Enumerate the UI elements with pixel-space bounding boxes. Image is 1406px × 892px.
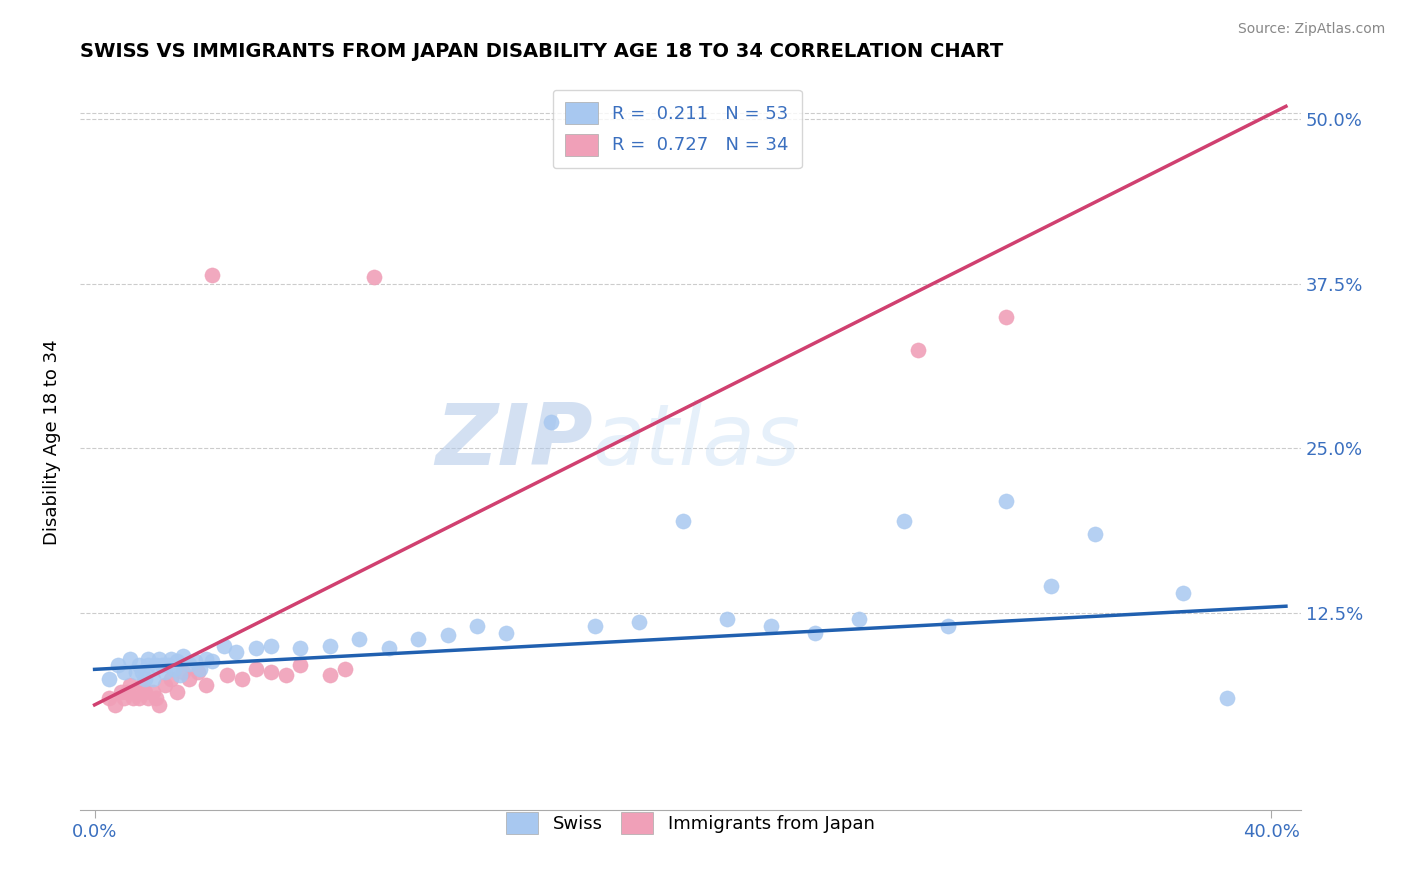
Point [131, 665, 153, 679]
Point [260, 665, 283, 679]
Point [245, 662, 267, 676]
Point [166, 684, 188, 698]
Point [893, 514, 915, 528]
Point [118, 652, 141, 666]
Point [125, 684, 148, 698]
Point [136, 691, 159, 706]
Point [128, 691, 150, 706]
Point [166, 655, 188, 669]
Point [995, 494, 1018, 508]
Point [134, 672, 156, 686]
Point [112, 665, 135, 679]
Point [163, 662, 186, 676]
Point [128, 658, 150, 673]
Point [319, 667, 342, 681]
Point [195, 652, 218, 666]
Point [212, 639, 235, 653]
Point [195, 678, 218, 692]
Point [145, 691, 167, 706]
Point [406, 632, 429, 646]
Point [98, 672, 121, 686]
Point [148, 652, 170, 666]
Point [104, 698, 127, 712]
Point [145, 658, 167, 673]
Point [160, 672, 183, 686]
Point [936, 619, 959, 633]
Point [274, 667, 297, 681]
Point [125, 665, 148, 679]
Text: ZIP: ZIP [434, 401, 592, 483]
Point [759, 619, 782, 633]
Point [583, 619, 606, 633]
Point [136, 658, 159, 673]
Point [995, 310, 1018, 324]
Point [177, 657, 200, 672]
Point [377, 641, 399, 656]
Point [465, 619, 488, 633]
Point [131, 678, 153, 692]
Point [107, 658, 129, 673]
Point [172, 665, 194, 679]
Point [225, 645, 247, 659]
Point [201, 268, 224, 282]
Point [804, 625, 827, 640]
Point [627, 615, 650, 629]
Point [157, 658, 180, 673]
Point [333, 662, 356, 676]
Point [98, 691, 121, 706]
Point [148, 698, 170, 712]
Point [1084, 527, 1107, 541]
Point [115, 684, 138, 698]
Point [136, 652, 159, 666]
Point [716, 612, 738, 626]
Point [848, 612, 870, 626]
Point [186, 665, 208, 679]
Point [112, 691, 135, 706]
Point [142, 672, 165, 686]
Text: Source: ZipAtlas.com: Source: ZipAtlas.com [1237, 22, 1385, 37]
Point [153, 678, 176, 692]
Point [1039, 579, 1062, 593]
Point [160, 652, 183, 666]
Point [183, 655, 205, 669]
Point [142, 684, 165, 698]
Point [1216, 691, 1239, 706]
Point [118, 678, 141, 692]
Point [172, 649, 194, 664]
Point [907, 343, 929, 357]
Point [495, 625, 517, 640]
Point [436, 628, 458, 642]
Point [231, 672, 253, 686]
Point [290, 658, 312, 673]
Point [150, 658, 173, 673]
Point [215, 667, 238, 681]
Point [169, 667, 191, 681]
Point [190, 662, 212, 676]
Point [290, 641, 312, 656]
Legend: Swiss, Immigrants from Japan: Swiss, Immigrants from Japan [499, 805, 882, 842]
Point [201, 655, 224, 669]
Point [153, 665, 176, 679]
Y-axis label: Disability Age 18 to 34: Disability Age 18 to 34 [44, 339, 60, 545]
Text: SWISS VS IMMIGRANTS FROM JAPAN DISABILITY AGE 18 TO 34 CORRELATION CHART: SWISS VS IMMIGRANTS FROM JAPAN DISABILIT… [80, 42, 1002, 61]
Point [363, 270, 385, 285]
Point [540, 415, 562, 429]
Point [134, 684, 156, 698]
Point [245, 641, 267, 656]
Point [260, 639, 283, 653]
Point [110, 684, 132, 698]
Text: atlas: atlas [592, 401, 800, 483]
Point [672, 514, 695, 528]
Point [1171, 586, 1194, 600]
Point [319, 639, 342, 653]
Point [349, 632, 371, 646]
Point [121, 691, 143, 706]
Point [177, 672, 200, 686]
